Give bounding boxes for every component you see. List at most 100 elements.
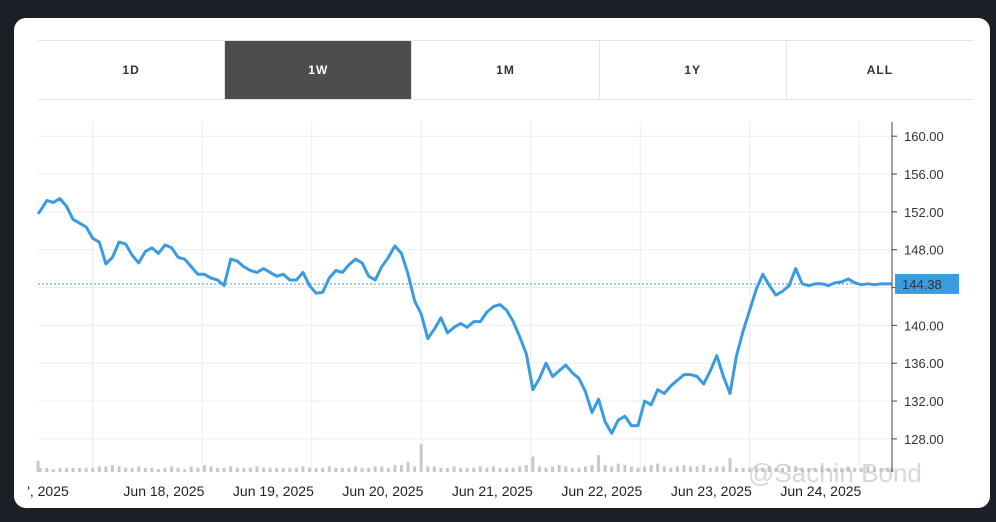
volume-bar (472, 467, 476, 472)
volume-bar (163, 467, 167, 472)
volume-bar (196, 467, 200, 472)
x-tick-label: Jun 23, 2025 (671, 483, 752, 499)
volume-bar (846, 466, 850, 472)
tab-1d[interactable]: 1D (38, 41, 226, 99)
volume-bar (695, 466, 699, 472)
watermark-text: @Sachin Bond (748, 458, 922, 488)
x-tick-label: Jun 21, 2025 (452, 483, 533, 499)
volume-bar (51, 469, 55, 472)
volume-bar (597, 455, 601, 472)
volume-bar (426, 466, 430, 472)
volume-bar (748, 467, 752, 472)
volume-bar (104, 466, 108, 472)
volume-bar (735, 467, 739, 472)
y-tick-label: 148.00 (904, 243, 944, 258)
volume-bar (886, 467, 890, 472)
volume-bar (64, 467, 68, 472)
volume-bar (117, 466, 121, 472)
volume-bar (774, 467, 778, 472)
volume-bar (222, 467, 226, 472)
volume-bar (781, 467, 785, 472)
volume-bar (419, 444, 423, 472)
volume-bar (544, 467, 548, 472)
tab-1y[interactable]: 1Y (600, 41, 787, 99)
volume-bar (623, 465, 627, 472)
volume-bar (669, 467, 673, 472)
volume-bar (183, 469, 187, 472)
volume-bar (275, 467, 279, 472)
volume-bar (702, 465, 706, 472)
grid (38, 122, 892, 472)
tab-all[interactable]: ALL (866, 63, 894, 77)
volume-bar (564, 466, 568, 472)
volume-bar (288, 467, 292, 472)
volume-bar (97, 466, 101, 472)
y-tick-label: 136.00 (904, 356, 944, 371)
volume-bar (656, 463, 660, 472)
volume-bar (78, 467, 82, 472)
volume-bar (498, 467, 502, 472)
x-axis-ticks: ', 2025 Jun 18, 2025 Jun 19, 2025 Jun 20, 2… (27, 483, 861, 499)
volume-bar (84, 467, 88, 472)
volume-bar (807, 467, 811, 472)
volume-bar (787, 466, 791, 472)
y-tick-label: 160.00 (904, 129, 944, 144)
volume-bar (248, 467, 252, 472)
volume-bar (511, 467, 515, 472)
x-tick-label: Jun 22, 2025 (561, 483, 642, 499)
volume-bar (386, 467, 390, 472)
volume-bar (150, 467, 154, 472)
y-tick-label: 152.00 (904, 205, 944, 220)
volume-bar (176, 467, 180, 472)
volume-bar (321, 467, 325, 472)
tab-1w[interactable]: 1W (225, 41, 413, 99)
volume-bar (505, 467, 509, 472)
volume-bar (603, 465, 607, 472)
volume-bar (340, 467, 344, 472)
timeframe-tabs: 1D 1W 1M 1Y ALL (38, 40, 973, 100)
volume-bar (334, 467, 338, 472)
volume-bar (616, 463, 620, 472)
volume-bar (794, 466, 798, 472)
volume-bar (445, 467, 449, 472)
y-tick-label: 128.00 (904, 432, 944, 447)
volume-bar (682, 465, 686, 472)
volume-bar (537, 466, 541, 472)
x-tick-label: Jun 24, 2025 (780, 483, 861, 499)
volume-bar (643, 466, 647, 472)
volume-bar (452, 466, 456, 472)
tab-1m[interactable]: 1M (412, 41, 600, 99)
volume-bar (202, 465, 206, 472)
volume-bar (301, 466, 305, 472)
volume-bar (826, 467, 830, 472)
volume-bar (813, 467, 817, 472)
volume-bar (216, 467, 220, 472)
price-line (36, 197, 892, 435)
volume-bar (393, 465, 397, 472)
volume-bar (557, 465, 561, 472)
y-tick-label: 140.00 (904, 318, 944, 333)
volume-bar (360, 467, 364, 472)
x-tick-label: Jun 19, 2025 (233, 483, 314, 499)
volume-bar (675, 466, 679, 472)
volume-bar (820, 466, 824, 472)
volume-bar (531, 456, 535, 472)
volume-bar (380, 466, 384, 472)
volume-bar (840, 467, 844, 472)
volume-bar (308, 467, 312, 472)
volume-bar (354, 466, 358, 472)
volume-bar (728, 458, 732, 472)
volume-bar (741, 467, 745, 472)
volume-bar (143, 467, 147, 472)
volume-bar (38, 467, 42, 472)
volume-bar (367, 467, 371, 472)
volume-bar (478, 466, 482, 472)
volume-bar (130, 467, 134, 472)
volume-bar (124, 467, 128, 472)
volume-bar (689, 466, 693, 472)
volume-bar (110, 465, 114, 472)
volume-bar (36, 460, 40, 472)
volume-bar (137, 466, 141, 472)
volume-bar (800, 467, 804, 472)
chart-card: 1D 1W 1M 1Y ALL (14, 18, 990, 508)
